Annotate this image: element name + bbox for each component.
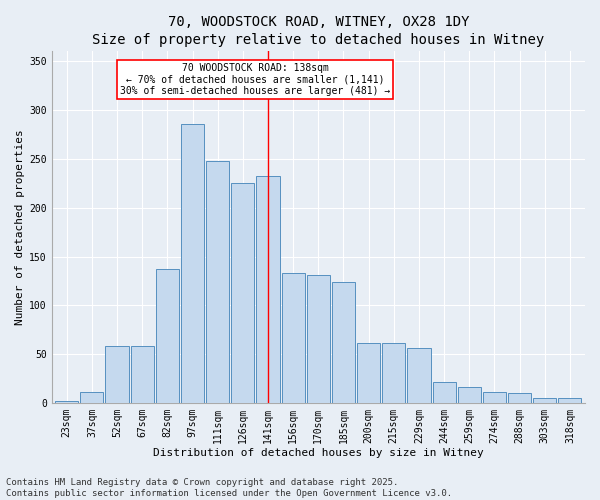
Bar bbox=[458, 386, 481, 403]
Text: 70 WOODSTOCK ROAD: 138sqm
← 70% of detached houses are smaller (1,141)
30% of se: 70 WOODSTOCK ROAD: 138sqm ← 70% of detac… bbox=[121, 63, 391, 96]
Bar bbox=[131, 346, 154, 403]
Bar bbox=[508, 394, 531, 403]
Bar bbox=[332, 282, 355, 403]
Bar bbox=[256, 176, 280, 403]
Y-axis label: Number of detached properties: Number of detached properties bbox=[15, 130, 25, 325]
Bar bbox=[206, 161, 229, 403]
Bar bbox=[156, 270, 179, 403]
Bar bbox=[55, 402, 79, 403]
Bar bbox=[407, 348, 431, 403]
Bar bbox=[80, 392, 103, 403]
Bar bbox=[483, 392, 506, 403]
Bar bbox=[433, 382, 455, 403]
Bar bbox=[357, 342, 380, 403]
Bar bbox=[559, 398, 581, 403]
Bar bbox=[533, 398, 556, 403]
Bar bbox=[382, 342, 406, 403]
Bar bbox=[281, 273, 305, 403]
Title: 70, WOODSTOCK ROAD, WITNEY, OX28 1DY
Size of property relative to detached house: 70, WOODSTOCK ROAD, WITNEY, OX28 1DY Siz… bbox=[92, 15, 544, 48]
Bar bbox=[307, 275, 330, 403]
Bar bbox=[181, 124, 204, 403]
Text: Contains HM Land Registry data © Crown copyright and database right 2025.
Contai: Contains HM Land Registry data © Crown c… bbox=[6, 478, 452, 498]
Bar bbox=[106, 346, 128, 403]
Bar bbox=[231, 184, 254, 403]
X-axis label: Distribution of detached houses by size in Witney: Distribution of detached houses by size … bbox=[153, 448, 484, 458]
